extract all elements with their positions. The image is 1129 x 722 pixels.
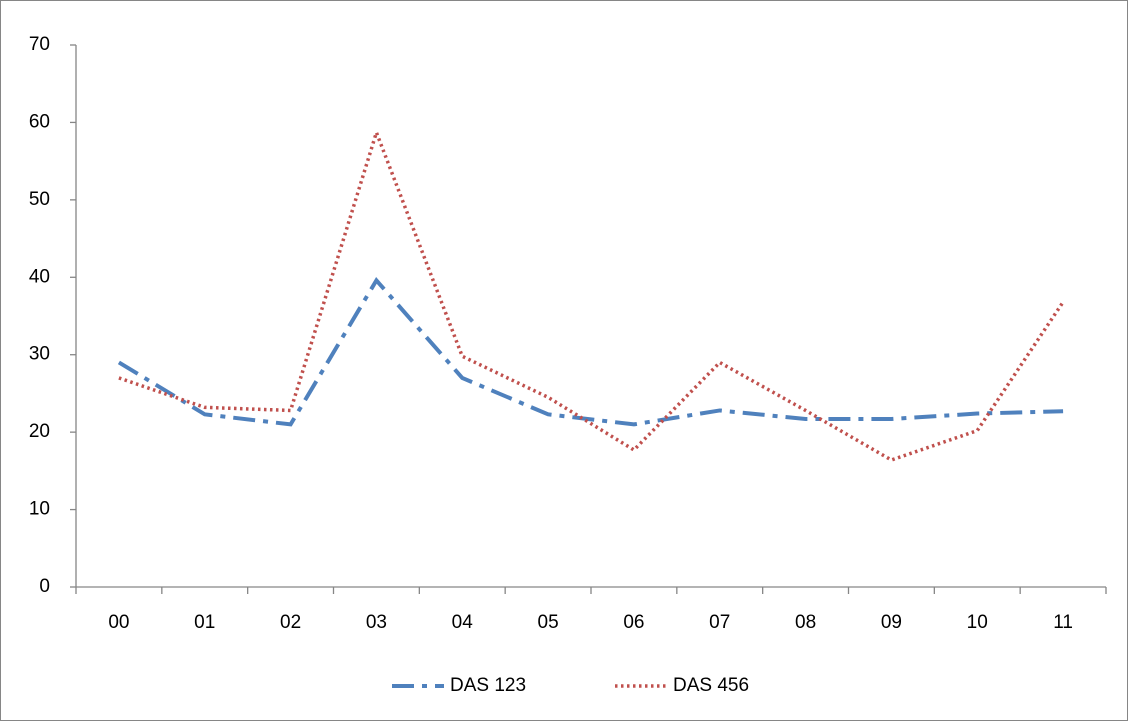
x-tick-label: 10 — [967, 612, 988, 633]
y-tick-label: 40 — [29, 266, 50, 287]
legend-label: DAS 123 — [450, 675, 526, 696]
y-tick-label: 20 — [29, 421, 50, 442]
x-tick-label: 08 — [795, 612, 816, 633]
x-tick-label: 05 — [538, 612, 559, 633]
x-tick-label: 01 — [194, 612, 215, 633]
x-tick-label: 00 — [108, 612, 129, 633]
x-tick-label: 06 — [623, 612, 644, 633]
x-tick-label: 09 — [881, 612, 902, 633]
x-tick-label: 03 — [366, 612, 387, 633]
x-tick-label: 04 — [452, 612, 474, 633]
y-tick-label: 10 — [29, 499, 50, 520]
y-tick-label: 0 — [39, 576, 50, 597]
y-tick-label: 30 — [29, 344, 50, 365]
y-tick-label: 60 — [29, 111, 50, 132]
x-tick-label: 11 — [1053, 612, 1073, 633]
legend-label: DAS 456 — [673, 675, 749, 696]
x-tick-label: 02 — [280, 612, 301, 633]
series-line — [118, 127, 1065, 462]
y-tick-label: 70 — [29, 34, 50, 55]
x-tick-label: 07 — [709, 612, 730, 633]
y-tick-label: 50 — [29, 189, 50, 210]
series-line — [117, 277, 1064, 427]
